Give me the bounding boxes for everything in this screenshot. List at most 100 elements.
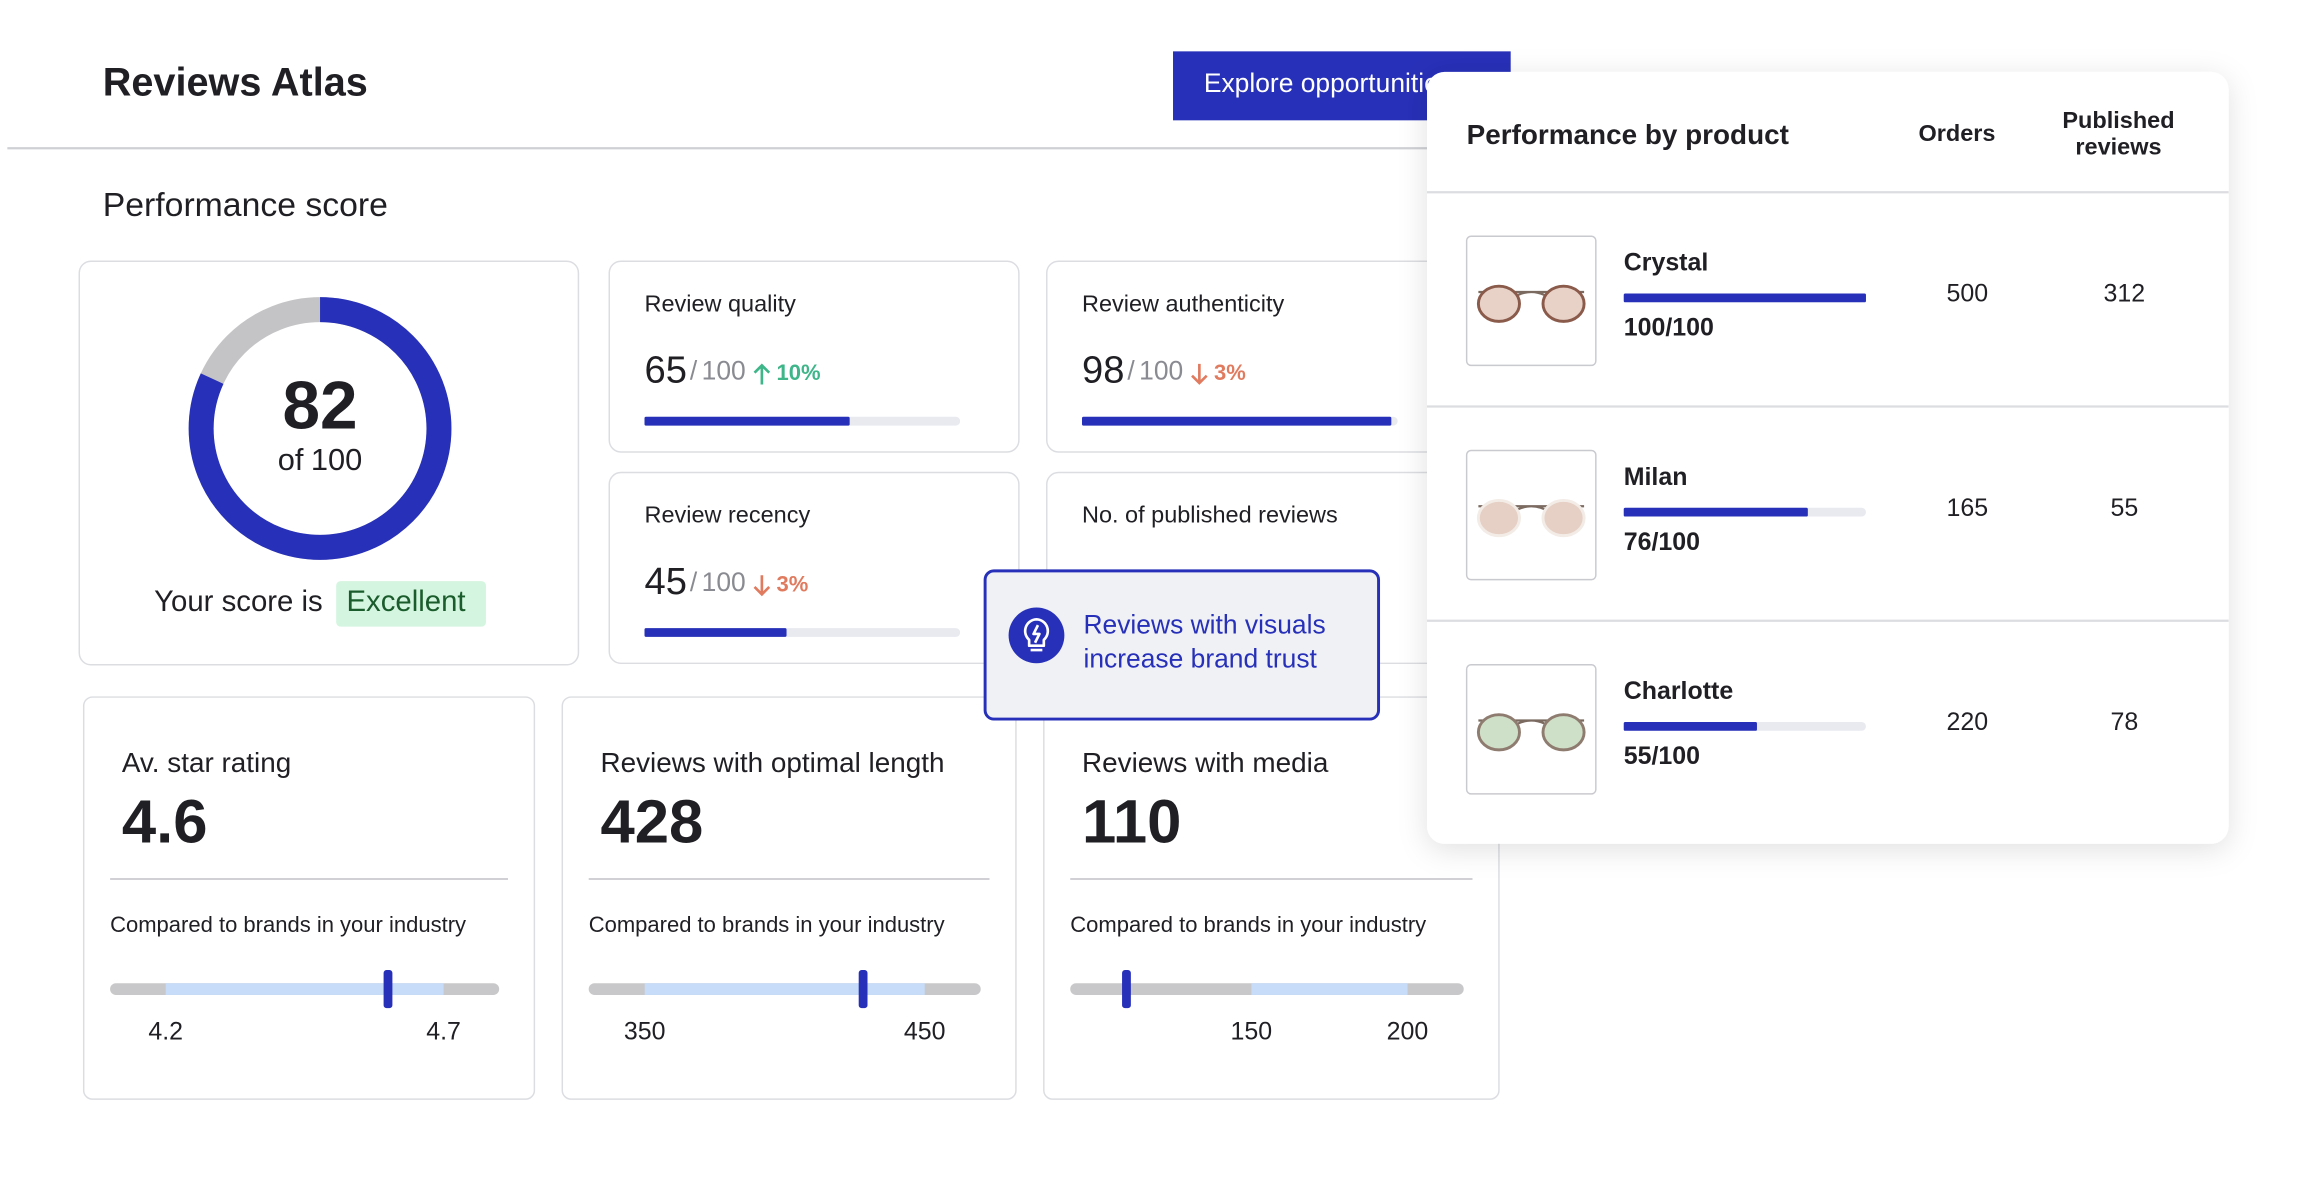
- benchmark-title: Reviews with optimal length: [600, 747, 944, 778]
- product-name: Milan: [1624, 463, 1688, 491]
- score-max: 100: [1658, 742, 1700, 770]
- progress-bar: [1081, 416, 1392, 426]
- range-high-label: 450: [904, 1018, 946, 1046]
- metric-label: Review recency: [645, 502, 811, 528]
- reviews-value: 55: [2110, 494, 2138, 522]
- product-score: 76/100: [1624, 528, 1700, 556]
- product-image: [1465, 664, 1597, 795]
- range-low-label: 350: [624, 1018, 666, 1046]
- glasses-lens: [1476, 498, 1521, 538]
- reviews-header: Published: [2062, 107, 2174, 133]
- metric-label: Review quality: [645, 290, 797, 316]
- score-max: of 100: [278, 442, 362, 477]
- orders-value: 500: [1946, 280, 1988, 308]
- tooltip-box: [983, 569, 1381, 721]
- product-panel: Performance by product Orders Published …: [1427, 71, 2229, 844]
- metric-separator: /: [690, 356, 698, 386]
- product-score: 100/100: [1624, 313, 1714, 341]
- score-value: 82: [282, 369, 357, 444]
- reviews-value: 312: [2104, 280, 2146, 308]
- metric-card: [608, 471, 1020, 665]
- benchmark-comparison: Compared to brands in your industry: [110, 912, 466, 937]
- product-score: 55/100: [1624, 742, 1700, 770]
- score-separator: /: [1651, 528, 1658, 556]
- score-max: 100: [1672, 313, 1714, 341]
- metric-score: 45: [645, 560, 687, 603]
- metric-value: 45/100: [645, 560, 746, 603]
- metric-value: 65/100: [645, 349, 746, 392]
- score-max-prefix: of: [278, 442, 304, 477]
- product-name: Charlotte: [1624, 677, 1734, 705]
- metric-change: 3%: [777, 571, 809, 596]
- tooltip-icon: [1008, 607, 1065, 664]
- value-marker: [858, 970, 868, 1009]
- app-title: Reviews Atlas: [103, 61, 368, 105]
- metric-max: 100: [702, 356, 746, 386]
- score-max: 100: [1658, 528, 1700, 556]
- metric-separator: /: [690, 567, 698, 597]
- section-title: Performance score: [103, 186, 388, 224]
- metric-label: Review authenticity: [1082, 290, 1284, 316]
- benchmark-comparison: Compared to brands in your industry: [1070, 912, 1426, 937]
- industry-range: [644, 983, 925, 995]
- panel-bg: [1427, 71, 2229, 844]
- glasses-lens: [1541, 284, 1586, 323]
- panel-title: Performance by product: [1467, 119, 1789, 150]
- glasses-lens: [1476, 713, 1521, 752]
- metric-separator: /: [1127, 356, 1135, 386]
- industry-range: [165, 983, 444, 995]
- tooltip-text: increase brand trust: [1083, 643, 1317, 673]
- glasses-lens: [1541, 498, 1586, 538]
- metric-cards: Review quality 65/100 10% Review authentici…: [608, 260, 1458, 665]
- score-value: 55: [1624, 742, 1652, 770]
- glasses-lens: [1541, 713, 1586, 752]
- rating-badge: [336, 581, 486, 627]
- benchmark-title: Av. star rating: [122, 747, 291, 778]
- range-high-label: 4.7: [426, 1018, 461, 1046]
- rating: Excellent: [346, 585, 465, 618]
- button-label[interactable]: Explore opportunities: [1204, 68, 1452, 98]
- range-low-label: 4.2: [148, 1018, 183, 1046]
- score-caption: Your score is: [154, 585, 323, 618]
- product-image: [1465, 449, 1597, 581]
- metric-score: 98: [1082, 349, 1124, 392]
- metric-max: 100: [702, 567, 746, 597]
- benchmark-value: 4.6: [122, 787, 208, 856]
- orders-header: Orders: [1919, 120, 1996, 146]
- metric-change: 10%: [777, 360, 821, 385]
- metric-label: No. of published reviews: [1082, 502, 1338, 528]
- score-bar: [1623, 722, 1757, 731]
- orders-value: 165: [1946, 494, 1988, 522]
- tooltip-text: Reviews with visuals: [1083, 610, 1325, 640]
- score-value: 100: [1624, 313, 1666, 341]
- change-arrow: [1191, 363, 1208, 385]
- benchmark-cards: Av. star rating 4.6 Compared to brands in …: [82, 696, 1500, 1100]
- industry-range: [1251, 983, 1408, 995]
- value-marker: [383, 970, 393, 1009]
- change-arrow: [753, 575, 771, 597]
- reviews-header: reviews: [2075, 133, 2161, 159]
- benchmark-comparison: Compared to brands in your industry: [589, 912, 945, 937]
- progress-bar: [644, 628, 787, 637]
- change-arrow: [753, 363, 771, 385]
- metric-max: 100: [1139, 356, 1183, 386]
- benchmark-value: 110: [1082, 787, 1181, 856]
- score-separator: /: [1651, 742, 1658, 770]
- donut-arc: [188, 297, 452, 560]
- score-bar: [1623, 507, 1808, 517]
- benchmark-card: [561, 696, 1017, 1100]
- metric-change: 3%: [1214, 360, 1246, 385]
- score-bar: [1623, 293, 1866, 303]
- score-value: 76: [1624, 528, 1652, 556]
- metric-value: 98/100: [1082, 349, 1183, 392]
- benchmark-title: Reviews with media: [1082, 747, 1329, 778]
- orders-value: 220: [1946, 708, 1988, 736]
- reviews-value: 78: [2110, 708, 2138, 736]
- product-name: Crystal: [1624, 249, 1709, 277]
- bulb-icon: [1023, 617, 1050, 652]
